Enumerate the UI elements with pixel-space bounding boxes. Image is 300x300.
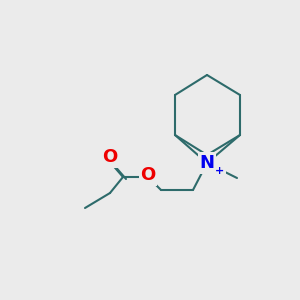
- Text: O: O: [140, 166, 156, 184]
- Text: O: O: [102, 148, 118, 166]
- Text: +: +: [215, 166, 225, 176]
- Text: N: N: [200, 154, 214, 172]
